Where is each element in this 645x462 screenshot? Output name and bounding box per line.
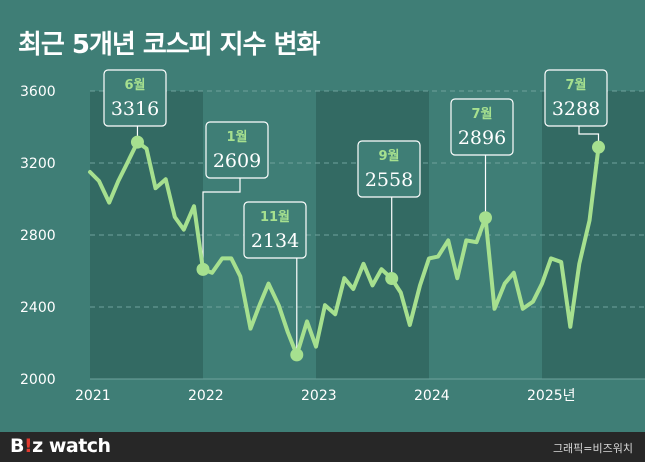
x-tick-2025: 2025년 — [527, 388, 576, 404]
callout-marker-5 — [592, 140, 605, 154]
callout-month-0: 6월 — [124, 77, 145, 93]
callout-value-2: 2134 — [251, 230, 299, 252]
callout-month-3: 9월 — [378, 148, 399, 164]
callout-value-3: 2558 — [365, 169, 413, 191]
callout-value-5: 3288 — [552, 98, 600, 120]
logo-watch: watch — [42, 435, 111, 457]
logo-exclaim: ! — [23, 435, 33, 457]
y-tick-3600: 3600 — [20, 84, 56, 100]
chart-title: 최근 5개년 코스피 지수 변화 — [18, 30, 320, 60]
footer-bar: B!z watch 그래픽=비즈워치 — [0, 432, 645, 462]
callout-box-5 — [544, 69, 608, 127]
callout-value-4: 2896 — [458, 127, 506, 149]
callout-value-1: 2609 — [213, 150, 261, 172]
callout-marker-4 — [479, 211, 492, 225]
y-tick-2400: 2400 — [20, 300, 56, 316]
callout-marker-3 — [385, 272, 399, 286]
callout-connector-1 — [202, 178, 241, 270]
y-tick-2800: 2800 — [20, 228, 56, 244]
callout-box-0 — [103, 69, 167, 127]
callout-box-3 — [357, 140, 421, 198]
callout-markers — [130, 135, 605, 362]
callout-marker-1 — [196, 262, 210, 276]
y-tick-3200: 3200 — [20, 156, 56, 172]
y-tick-2000: 2000 — [20, 372, 56, 388]
y-axis-ticks: 2000 2400 2800 3200 3600 — [20, 84, 56, 388]
callout-month-4: 7월 — [471, 106, 492, 122]
callout-marker-0 — [130, 135, 144, 149]
callout-box-4 — [450, 98, 514, 156]
callout-month-1: 1월 — [226, 129, 247, 145]
bizwatch-logo: B!z watch — [10, 435, 111, 457]
callout-month-2: 11월 — [260, 209, 290, 225]
logo-b: B — [10, 435, 24, 457]
callout-month-5: 7월 — [565, 77, 586, 93]
callout-boxes: 6월 3316 1월 2609 11월 2134 9월 2558 7월 2896 7월 3288 — [103, 69, 608, 259]
logo-z: z — [32, 435, 43, 457]
callout-marker-2 — [290, 348, 304, 362]
callout-value-0: 3316 — [111, 98, 159, 120]
x-tick-2022: 2022 — [188, 388, 224, 404]
kospi-series-line — [88, 140, 601, 357]
graphic-credit: 그래픽=비즈워치 — [552, 442, 633, 455]
callout-box-1 — [205, 121, 269, 179]
callout-box-2 — [243, 201, 307, 259]
x-tick-2021: 2021 — [75, 388, 111, 404]
x-axis-ticks: 2021 2022 2023 2024 2025년 — [75, 388, 576, 404]
x-tick-2024: 2024 — [414, 388, 450, 404]
x-tick-2023: 2023 — [301, 388, 337, 404]
callout-connector-5 — [578, 126, 600, 148]
